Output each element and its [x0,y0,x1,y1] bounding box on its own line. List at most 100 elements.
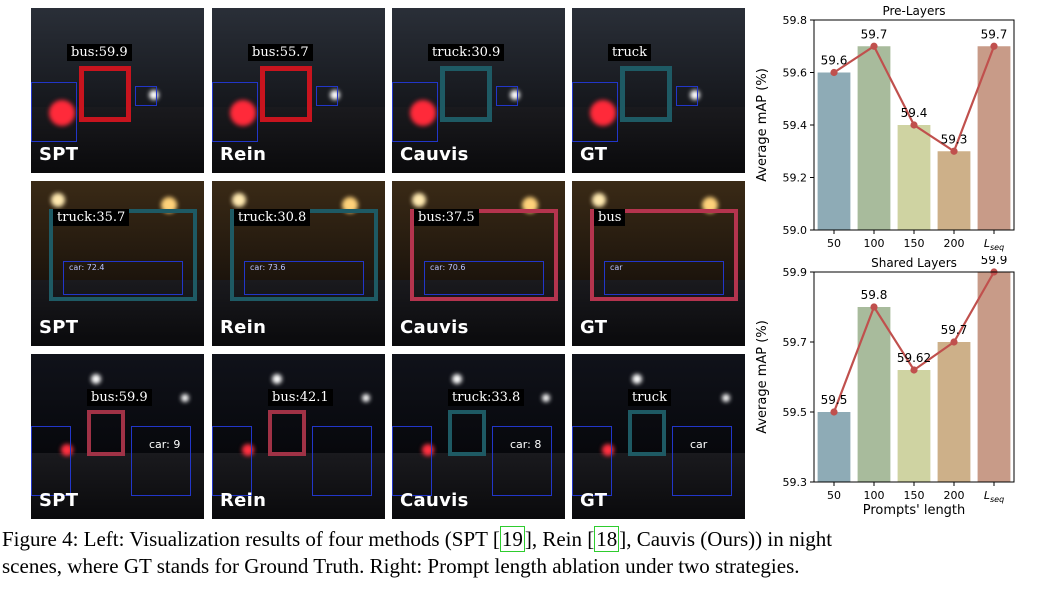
y-tick-label: 59.9 [783,266,808,279]
x-tick-label: 100 [864,489,885,502]
light-glow [722,394,730,402]
x-tick-label-main: L [984,489,990,502]
y-tick-label: 59.4 [783,119,808,132]
bar-200 [937,342,971,482]
tile-r2-spt: truck:35.7 car: 72.4 SPT [31,181,204,346]
car-detection-box [212,426,252,496]
main-detection-box [79,66,131,122]
bar-150 [897,125,931,230]
data-label: 59.62 [897,351,931,365]
scene-road [572,280,745,346]
detection-label: truck:33.8 [448,389,525,406]
light-glow [272,374,282,384]
trend-point [990,42,998,50]
light-glow [690,90,700,100]
caption-mid1: ], Rein [ [524,527,595,551]
visualization-grid: bus:59.9 SPT bus:55.7 Rein truck:30.9 Cauvis t… [31,8,745,519]
data-label: 59.7 [941,323,968,337]
tile-r1-spt: bus:59.9 SPT [31,8,204,173]
y-tick-label: 59.7 [783,336,808,349]
scene-road [31,280,204,346]
tile-r2-cauvis: bus:37.5 car: 70.6 Cauvis [392,181,565,346]
y-tick-label: 59.3 [783,476,808,489]
bar-50 [817,412,851,482]
method-label: SPT [39,144,79,165]
car-detection-box [63,261,183,295]
main-detection-box [87,410,125,456]
bar-100 [857,307,891,482]
caption-mid2: ], Cauvis (Ours)) in night [619,527,833,551]
x-tick-label: 150 [904,237,925,250]
data-label: 59.7 [861,27,888,41]
car-detection-box [312,426,372,496]
detection-label: bus:37.5 [414,209,479,226]
light-glow [230,100,256,126]
detection-label: truck:35.7 [53,209,130,226]
y-axis-label: Average mAP (%) [755,320,770,434]
car-detection-box [244,261,364,295]
y-tick-label: 59.5 [783,406,808,419]
data-label: 59.8 [861,288,888,302]
method-label: SPT [39,490,79,511]
car-score-label: car: 8 [510,438,542,451]
x-tick-label: 200 [944,237,965,250]
citation-link-18[interactable]: 18 [594,526,620,552]
scene-road [572,453,745,519]
x-tick-label-main: L [984,237,990,250]
car-score-label: car [610,263,623,272]
detection-label: truck [628,389,671,406]
caption-line2: scenes, where GT stands for Ground Truth… [2,554,800,578]
data-label: 59.9 [981,256,1008,267]
car-detection-box [316,86,338,106]
detection-label: bus [594,209,626,226]
light-glow [542,394,550,402]
car-score-label: car: 70.6 [430,263,466,272]
light-glow [330,90,340,100]
light-glow [592,193,606,207]
car-detection-box [572,82,618,142]
detection-label: bus:59.9 [67,44,132,61]
x-tick-label: 50 [827,237,841,250]
car-detection-box [492,426,552,496]
trend-point [910,366,918,374]
car-detection-box [31,82,77,142]
y-tick-label: 59.8 [783,14,808,27]
data-label: 59.7 [981,27,1008,41]
tile-r3-cauvis: truck:33.8 car: 8 Cauvis [392,354,565,519]
pre-layers-chart: Pre-Layers 59.0 59.2 59.4 59.6 59.8 50 100 150 20… [755,4,1015,252]
data-label: 59.6 [821,54,848,68]
trend-point [950,147,958,155]
light-glow [149,90,159,100]
bar-200 [937,151,971,230]
car-detection-box [392,82,438,142]
light-glow [232,193,246,207]
detection-label: truck:30.8 [234,209,311,226]
caption-lead: Figure 4: Left: Visualization results of… [2,527,500,551]
car-detection-box [131,426,191,496]
figure-caption: Figure 4: Left: Visualization results of… [2,526,1060,580]
bar-100 [857,46,891,230]
shared-layers-chart: Shared Layers 59.3 59.5 59.7 59.9 50 100 150 200… [755,256,1015,518]
main-detection-box [590,209,738,301]
method-label: Rein [220,317,267,338]
method-label: Cauvis [400,490,469,511]
light-glow [181,394,189,402]
citation-link-19[interactable]: 19 [499,526,525,552]
main-detection-box [268,410,306,456]
data-label: 59.4 [901,106,928,120]
chart-title: Shared Layers [871,256,957,270]
x-tick-label: Lseq [984,489,1004,504]
method-label: SPT [39,317,79,338]
main-detection-box [448,410,486,456]
tile-r1-rein: bus:55.7 Rein [212,8,385,173]
light-glow [49,100,75,126]
scene-road [212,280,385,346]
detection-label: bus:42.1 [268,389,333,406]
x-tick-label: 200 [944,489,965,502]
light-glow [91,374,101,384]
main-detection-box [440,66,492,122]
car-detection-box [676,86,698,106]
tile-r3-rein: bus:42.1 Rein [212,354,385,519]
light-glow [590,100,616,126]
y-tick-label: 59.2 [783,172,808,185]
